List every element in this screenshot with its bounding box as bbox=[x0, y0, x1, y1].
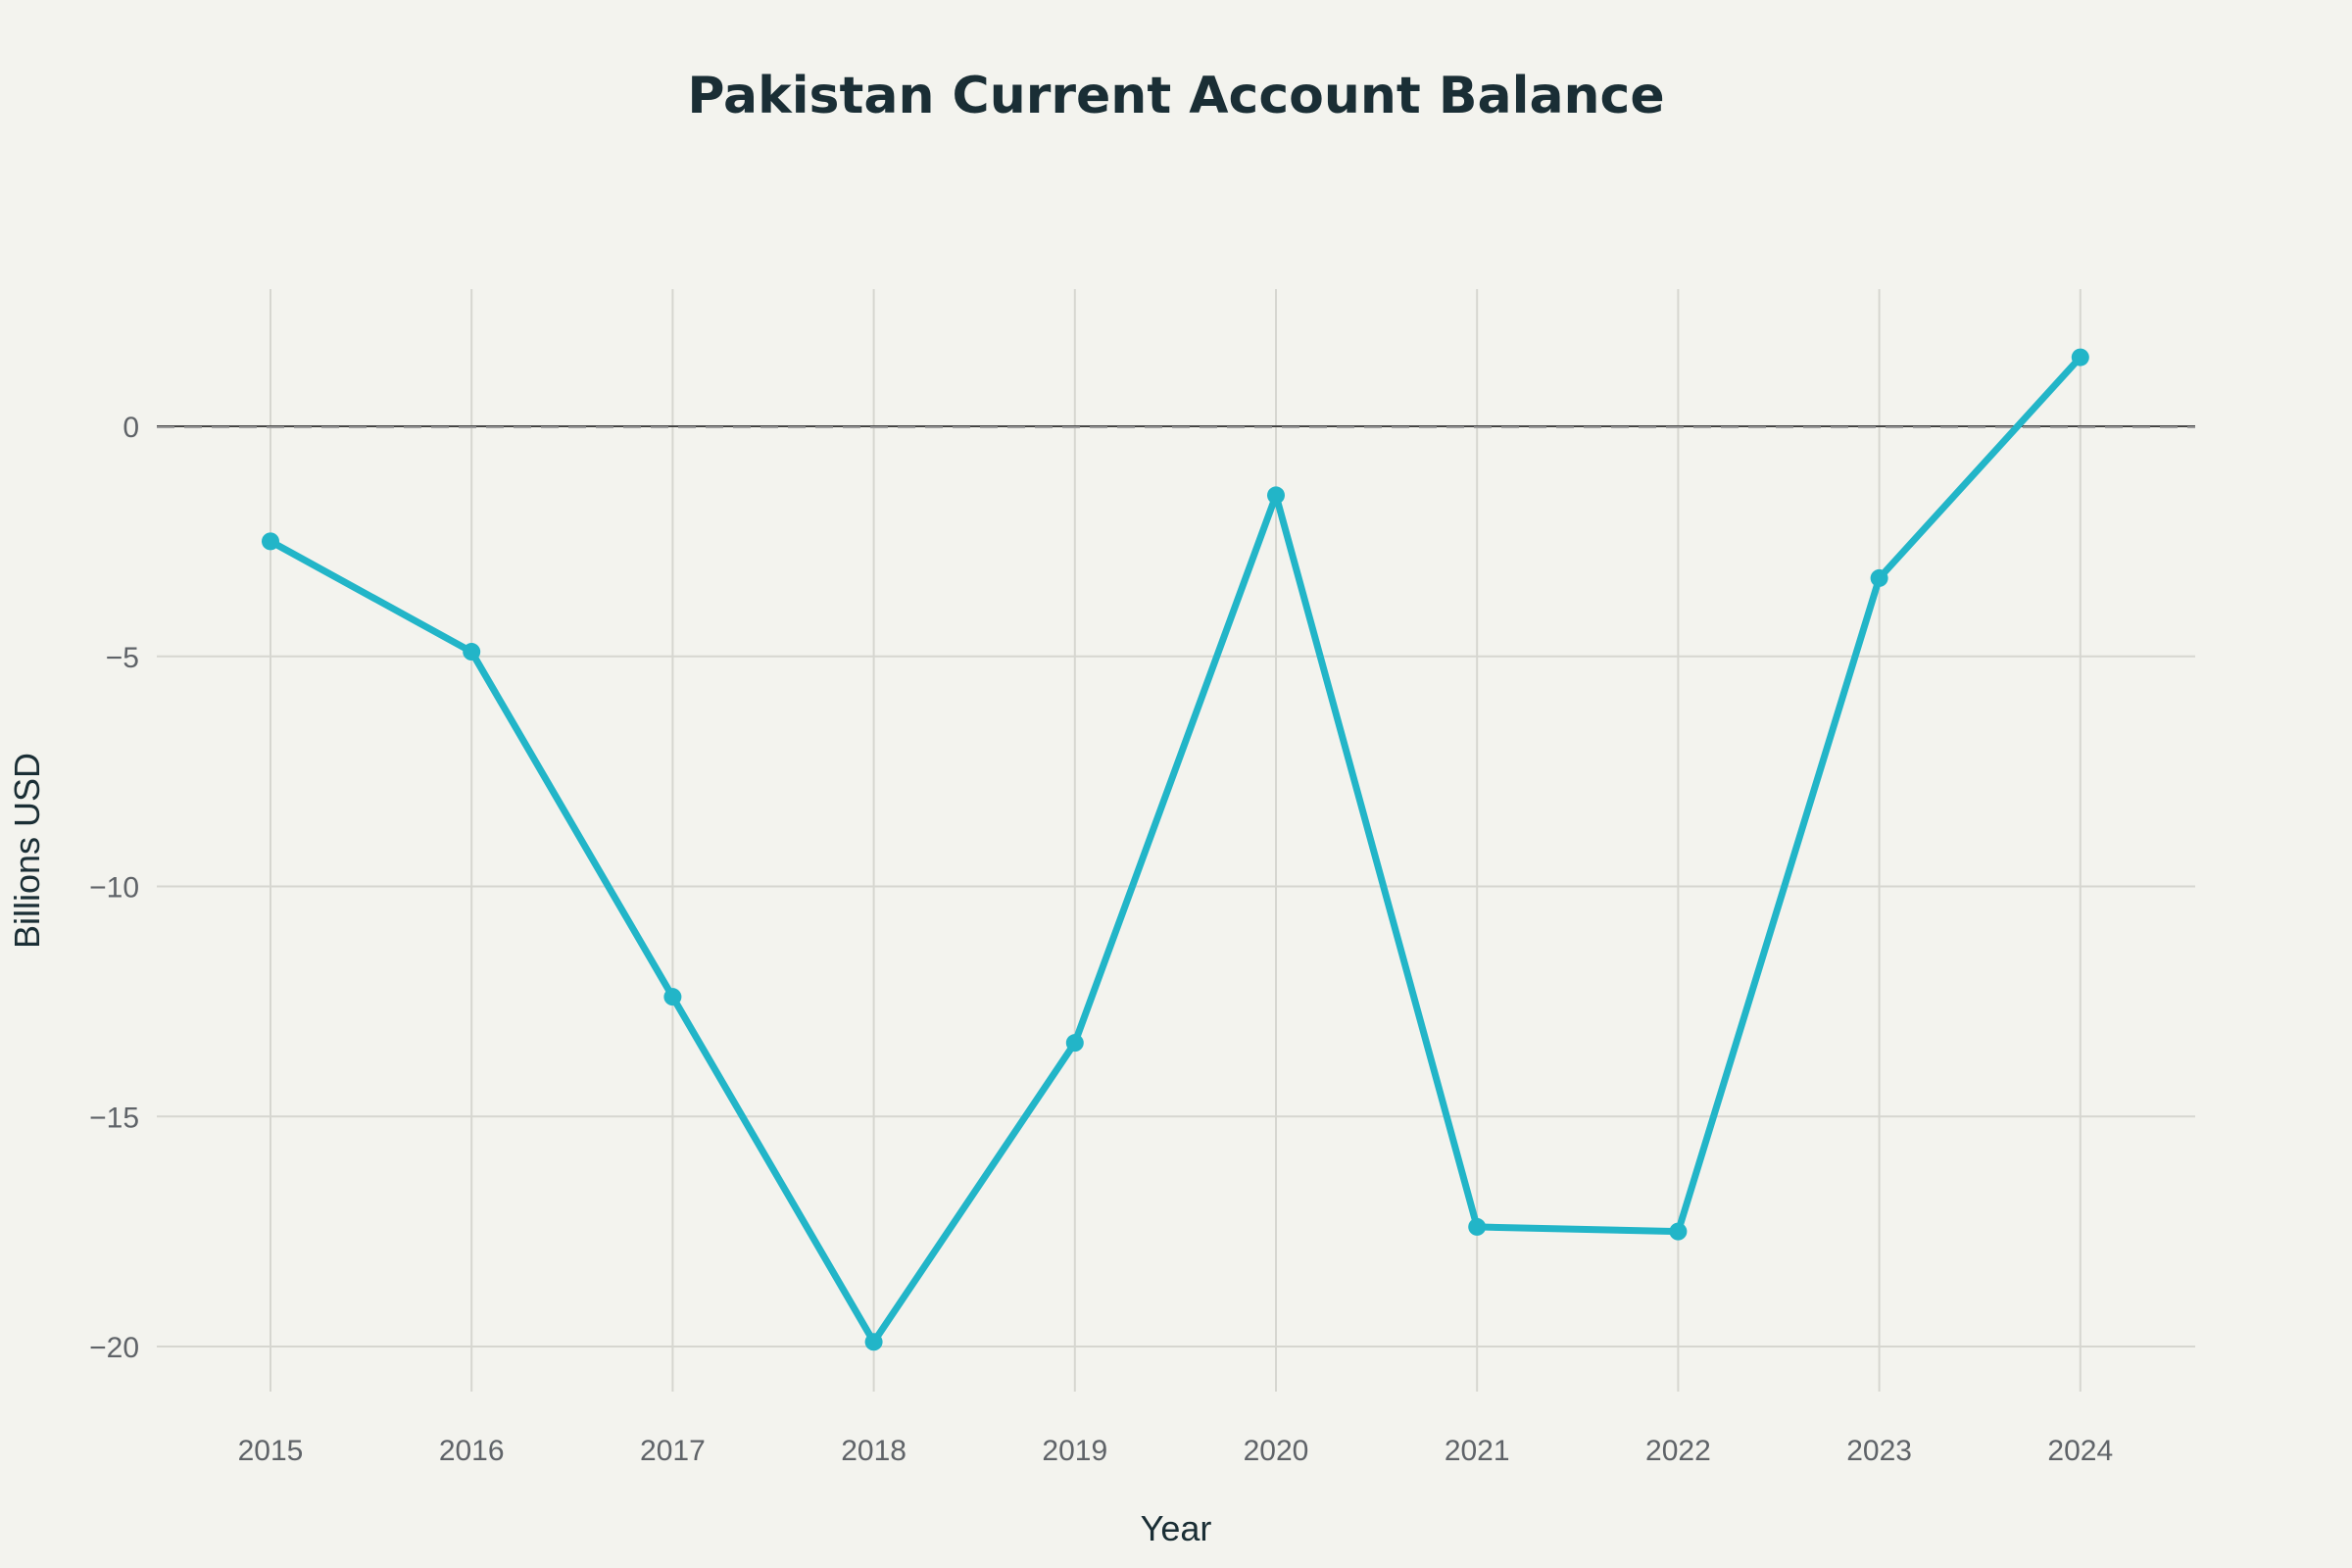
x-tick-label: 2020 bbox=[1244, 1435, 1309, 1467]
data-point bbox=[864, 1333, 883, 1351]
data-point bbox=[1669, 1222, 1688, 1241]
x-tick-label: 2019 bbox=[1042, 1435, 1107, 1467]
data-point bbox=[663, 988, 682, 1006]
x-tick-label: 2021 bbox=[1445, 1435, 1510, 1467]
x-tick-label: 2017 bbox=[640, 1435, 706, 1467]
y-tick-label: −10 bbox=[89, 872, 139, 905]
x-tick-label: 2022 bbox=[1645, 1435, 1711, 1467]
data-point bbox=[463, 643, 481, 662]
series-line bbox=[267, 354, 2084, 1346]
y-axis-title: Billions USD bbox=[7, 753, 47, 949]
x-tick-label: 2024 bbox=[2047, 1435, 2113, 1467]
x-tick-label: 2016 bbox=[439, 1435, 505, 1467]
data-point bbox=[262, 532, 279, 551]
chart-title: Pakistan Current Account Balance bbox=[687, 67, 1664, 125]
series-layer bbox=[262, 348, 2089, 1351]
y-tick-label: −5 bbox=[106, 642, 139, 674]
zero-reference-line bbox=[157, 425, 2195, 428]
y-tick-label: 0 bbox=[122, 412, 139, 444]
grid bbox=[157, 289, 2195, 1392]
data-point bbox=[1267, 486, 1285, 505]
y-tick-label: −15 bbox=[89, 1102, 139, 1134]
x-tick-label: 2015 bbox=[238, 1435, 304, 1467]
x-tick-label: 2018 bbox=[841, 1435, 906, 1467]
data-point bbox=[1870, 568, 1888, 587]
y-axis-ticks: 0 −5 −10 −15 −20 bbox=[89, 412, 139, 1364]
x-axis-ticks: 2015 2016 2017 2018 2019 2020 2021 2022 2023 2024 bbox=[238, 1435, 2114, 1467]
data-point bbox=[1468, 1217, 1487, 1236]
x-axis-title: Year bbox=[1141, 1508, 1212, 1548]
y-tick-label: −20 bbox=[89, 1332, 139, 1364]
x-tick-label: 2023 bbox=[1846, 1435, 1912, 1467]
data-point bbox=[1065, 1034, 1084, 1053]
data-point bbox=[2071, 348, 2089, 367]
